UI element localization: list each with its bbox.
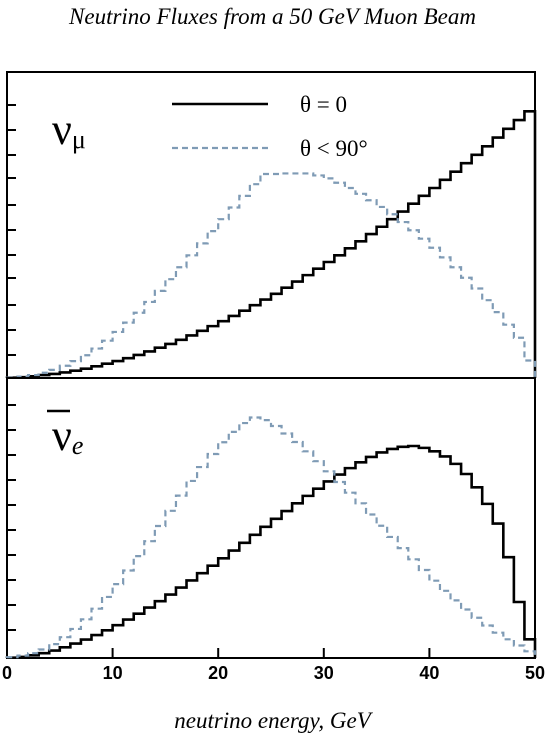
legend-label: θ = 0 — [300, 92, 347, 117]
series-line-theta-lt-90 — [5, 172, 537, 379]
series-line-theta-lt-90 — [5, 416, 537, 659]
x-tick-label: 10 — [103, 663, 123, 683]
panel-label: νe — [52, 411, 83, 460]
plot-frame — [6, 377, 536, 659]
series-line-theta-0 — [5, 444, 537, 660]
x-axis-label: neutrino energy, GeV — [174, 708, 371, 733]
plot-frame — [6, 71, 536, 379]
legend: θ = 0 θ < 90° — [172, 92, 368, 161]
x-tick-label: 50 — [525, 663, 545, 683]
x-tick-label: 30 — [314, 663, 334, 683]
x-tick-label: 20 — [208, 663, 228, 683]
panel-1: νμ θ = 0 θ < 90° — [5, 71, 537, 380]
panel-label: νμ — [52, 105, 86, 154]
x-tick-label: 40 — [419, 663, 439, 683]
x-tick-label: 0 — [2, 663, 12, 683]
chart-title: Neutrino Fluxes from a 50 GeV Muon Beam — [69, 4, 476, 29]
series-line-theta-0 — [5, 110, 537, 380]
legend-label: θ < 90° — [300, 136, 368, 161]
panel-2: νe 0 10 20 30 40 50 — [2, 377, 545, 683]
